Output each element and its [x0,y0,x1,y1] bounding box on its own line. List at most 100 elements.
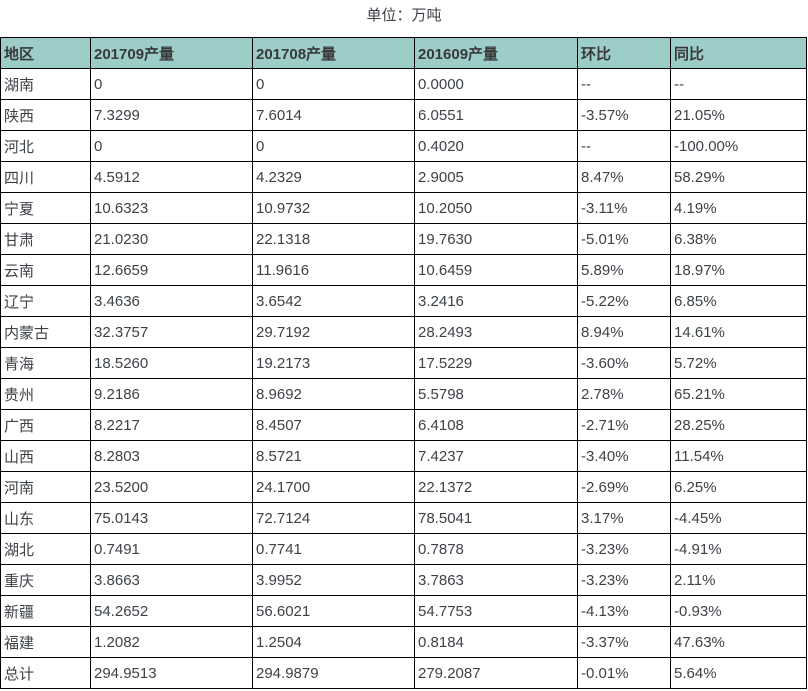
value-cell-201709: 21.0230 [90,223,253,255]
value-cell-201609: 54.7753 [414,595,578,627]
table-row: 辽宁 3.4636 3.6542 3.2416 -5.22% 6.85% [0,285,807,317]
value-cell-201609: 22.1372 [414,471,578,503]
region-cell: 陕西 [0,99,91,131]
value-cell-201708: 3.9952 [252,564,415,596]
value-cell-201708: 4.2329 [252,161,415,193]
region-cell: 湖北 [0,533,91,565]
table-row: 湖南 0 0 0.0000 -- -- [0,68,807,100]
value-cell-201709: 54.2652 [90,595,253,627]
value-cell-201708: 11.9616 [252,254,415,286]
mom-cell: 8.47% [577,161,671,193]
table-row: 贵州 9.2186 8.9692 5.5798 2.78% 65.21% [0,378,807,410]
value-cell-201609: 0.0000 [414,68,578,100]
value-cell-201609: 6.0551 [414,99,578,131]
region-cell: 河南 [0,471,91,503]
value-cell-201609: 2.9005 [414,161,578,193]
yoy-cell: 6.38% [670,223,807,255]
value-cell-201708: 1.2504 [252,626,415,658]
yoy-cell: 18.97% [670,254,807,286]
region-cell: 新疆 [0,595,91,627]
region-cell: 总计 [0,657,91,689]
table-row: 宁夏 10.6323 10.9732 10.2050 -3.11% 4.19% [0,192,807,224]
mom-cell: -3.57% [577,99,671,131]
column-header-region: 地区 [0,37,91,69]
value-cell-201609: 19.7630 [414,223,578,255]
value-cell-201709: 3.4636 [90,285,253,317]
table-row: 山西 8.2803 8.5721 7.4237 -3.40% 11.54% [0,440,807,472]
region-cell: 重庆 [0,564,91,596]
mom-cell: -3.11% [577,192,671,224]
yoy-cell: 21.05% [670,99,807,131]
value-cell-201609: 78.5041 [414,502,578,534]
mom-cell: -3.40% [577,440,671,472]
mom-cell: -3.37% [577,626,671,658]
mom-cell: 2.78% [577,378,671,410]
value-cell-201609: 0.4020 [414,130,578,162]
table-row: 湖北 0.7491 0.7741 0.7878 -3.23% -4.91% [0,533,807,565]
value-cell-201609: 10.2050 [414,192,578,224]
mom-cell: -3.23% [577,564,671,596]
value-cell-201709: 10.6323 [90,192,253,224]
mom-cell: 8.94% [577,316,671,348]
table-row: 重庆 3.8663 3.9952 3.7863 -3.23% 2.11% [0,564,807,596]
region-cell: 四川 [0,161,91,193]
value-cell-201709: 9.2186 [90,378,253,410]
value-cell-201709: 3.8663 [90,564,253,596]
region-cell: 贵州 [0,378,91,410]
mom-cell: 5.89% [577,254,671,286]
yoy-cell: 4.19% [670,192,807,224]
region-cell: 河北 [0,130,91,162]
table-row: 山东 75.0143 72.7124 78.5041 3.17% -4.45% [0,502,807,534]
yoy-cell: 5.64% [670,657,807,689]
column-header-201609: 201609产量 [414,37,578,69]
yoy-cell: -4.91% [670,533,807,565]
value-cell-201709: 8.2803 [90,440,253,472]
yoy-cell: 6.85% [670,285,807,317]
mom-cell: -5.22% [577,285,671,317]
mom-cell: -3.23% [577,533,671,565]
table-row: 河南 23.5200 24.1700 22.1372 -2.69% 6.25% [0,471,807,503]
header-row: 地区 201709产量 201708产量 201609产量 环比 同比 [0,37,807,69]
value-cell-201708: 0.7741 [252,533,415,565]
value-cell-201609: 7.4237 [414,440,578,472]
value-cell-201708: 8.9692 [252,378,415,410]
region-cell: 内蒙古 [0,316,91,348]
value-cell-201708: 10.9732 [252,192,415,224]
value-cell-201708: 294.9879 [252,657,415,689]
yoy-cell: -- [670,68,807,100]
yoy-cell: 11.54% [670,440,807,472]
region-cell: 山东 [0,502,91,534]
value-cell-201709: 294.9513 [90,657,253,689]
value-cell-201708: 19.2173 [252,347,415,379]
region-cell: 宁夏 [0,192,91,224]
value-cell-201609: 0.7878 [414,533,578,565]
table-row: 四川 4.5912 4.2329 2.9005 8.47% 58.29% [0,161,807,193]
value-cell-201708: 29.7192 [252,316,415,348]
value-cell-201708: 7.6014 [252,99,415,131]
value-cell-201708: 56.6021 [252,595,415,627]
value-cell-201709: 0.7491 [90,533,253,565]
yoy-cell: 5.72% [670,347,807,379]
region-cell: 湖南 [0,68,91,100]
value-cell-201709: 1.2082 [90,626,253,658]
yoy-cell: 2.11% [670,564,807,596]
yoy-cell: 47.63% [670,626,807,658]
mom-cell: -0.01% [577,657,671,689]
table-body: 湖南 0 0 0.0000 -- -- 陕西 7.3299 7.6014 6.0… [0,68,807,689]
mom-cell: -3.60% [577,347,671,379]
column-header-mom: 环比 [577,37,671,69]
table-row: 甘肃 21.0230 22.1318 19.7630 -5.01% 6.38% [0,223,807,255]
table-row: 内蒙古 32.3757 29.7192 28.2493 8.94% 14.61% [0,316,807,348]
table-row: 新疆 54.2652 56.6021 54.7753 -4.13% -0.93% [0,595,807,627]
value-cell-201708: 22.1318 [252,223,415,255]
value-cell-201609: 10.6459 [414,254,578,286]
column-header-201708: 201708产量 [252,37,415,69]
region-cell: 辽宁 [0,285,91,317]
mom-cell: -- [577,68,671,100]
value-cell-201709: 18.5260 [90,347,253,379]
table-row: 总计 294.9513 294.9879 279.2087 -0.01% 5.6… [0,657,807,689]
region-cell: 福建 [0,626,91,658]
table-row: 河北 0 0 0.4020 -- -100.00% [0,130,807,162]
table-header: 地区 201709产量 201708产量 201609产量 环比 同比 [0,37,807,69]
yoy-cell: 58.29% [670,161,807,193]
